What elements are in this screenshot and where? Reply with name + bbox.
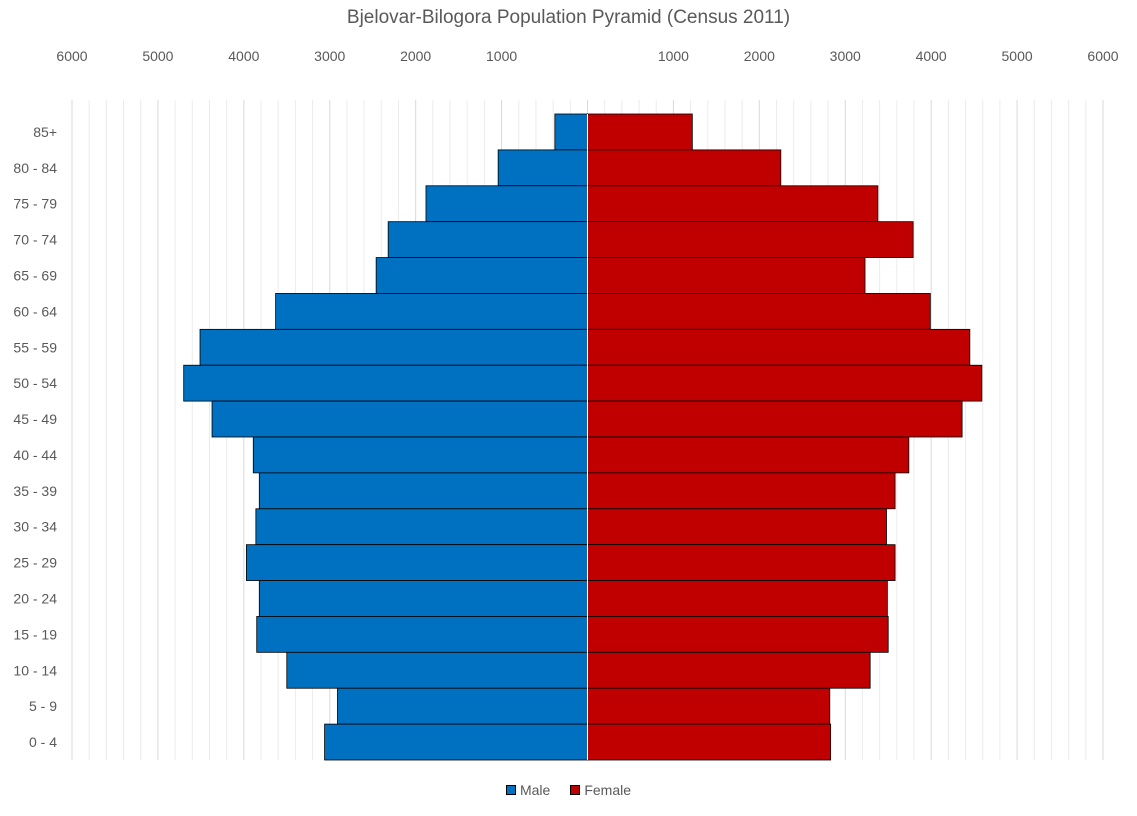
bar-female <box>587 364 983 402</box>
bar-female <box>587 328 971 366</box>
bar-male <box>211 400 588 438</box>
legend-swatch-male <box>505 785 516 795</box>
bar-male <box>324 723 588 761</box>
bar-female <box>587 508 887 546</box>
chart-title: Bjelovar-Bilogora Population Pyramid (Ce… <box>346 7 791 28</box>
bar-female <box>587 687 831 725</box>
x-tick-label: 5000 <box>142 48 173 64</box>
y-category-label: 80 - 84 <box>13 160 57 176</box>
x-tick-label: 1000 <box>486 48 517 64</box>
x-tick-label: 6000 <box>1087 48 1118 64</box>
legend-label-male: Male <box>519 782 551 798</box>
bar-male <box>258 580 588 617</box>
bar-male <box>497 149 588 187</box>
bar-male <box>183 364 588 402</box>
bar-male <box>425 185 588 223</box>
bar-female <box>587 723 832 761</box>
y-category-label: 35 - 39 <box>13 483 57 499</box>
bar-female <box>587 293 931 330</box>
y-category-label: 60 - 64 <box>13 303 57 319</box>
y-category-label: 85+ <box>33 124 57 140</box>
x-tick-label: 5000 <box>1002 48 1033 64</box>
bar-female <box>587 257 866 294</box>
x-tick-label: 3000 <box>314 48 345 64</box>
x-tick-label: 2000 <box>744 48 775 64</box>
bar-female <box>587 580 888 617</box>
bar-female <box>587 472 896 510</box>
bar-female <box>587 616 889 653</box>
y-category-label: 0 - 4 <box>29 734 57 750</box>
bar-female <box>587 400 963 438</box>
y-category-label: 15 - 19 <box>13 626 57 642</box>
y-category-label: 25 - 29 <box>13 555 57 571</box>
x-tick-label: 4000 <box>228 48 259 64</box>
bar-male <box>258 472 588 510</box>
legend-item-female: Female <box>570 782 631 798</box>
bar-male <box>256 616 588 653</box>
legend-label-female: Female <box>584 782 632 798</box>
bar-female <box>587 436 910 474</box>
x-tick-label: 2000 <box>400 48 431 64</box>
legend-swatch-female <box>570 785 581 795</box>
bar-male <box>275 293 588 330</box>
y-category-label: 40 - 44 <box>13 447 57 463</box>
legend: Male Female <box>0 782 1137 798</box>
bar-male <box>554 113 588 151</box>
y-category-label: 10 - 14 <box>13 662 57 678</box>
bar-female <box>587 544 896 581</box>
bar-male <box>337 687 588 725</box>
bar-female <box>587 113 693 151</box>
y-category-label: 65 - 69 <box>13 268 57 284</box>
bar-male <box>286 651 588 689</box>
bar-male <box>387 221 588 258</box>
y-category-label: 20 - 24 <box>13 591 57 607</box>
bar-female <box>587 185 879 223</box>
y-category-label: 30 - 34 <box>13 519 57 535</box>
y-category-label: 70 - 74 <box>13 232 57 248</box>
legend-item-male: Male <box>505 782 551 798</box>
y-category-label: 5 - 9 <box>29 698 57 714</box>
y-category-label: 75 - 79 <box>13 196 57 212</box>
y-category-label: 55 - 59 <box>13 339 57 355</box>
bar-male <box>375 257 588 294</box>
x-tick-label: 6000 <box>56 48 87 64</box>
x-tick-label: 1000 <box>658 48 689 64</box>
bar-female <box>587 221 914 258</box>
y-category-label: 50 - 54 <box>13 375 57 391</box>
bar-male <box>246 544 588 581</box>
bar-female <box>587 149 782 187</box>
bar-male <box>255 508 588 546</box>
bar-male <box>199 328 588 366</box>
bar-female <box>587 651 871 689</box>
y-category-label: 45 - 49 <box>13 411 57 427</box>
bar-male <box>252 436 588 474</box>
x-tick-label: 4000 <box>916 48 947 64</box>
x-tick-label: 3000 <box>830 48 861 64</box>
